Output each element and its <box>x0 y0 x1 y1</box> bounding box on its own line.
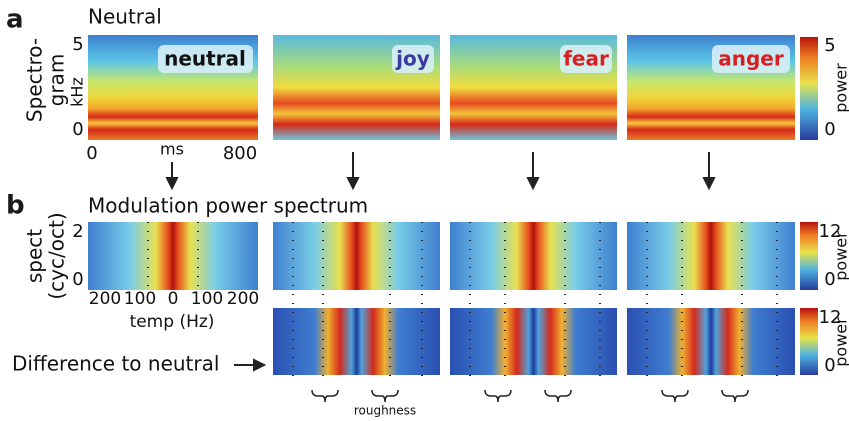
x-tick-label: 200 <box>227 289 259 309</box>
difference-arrow <box>234 360 264 370</box>
mps <box>88 222 258 290</box>
x-tick-label: 0 <box>168 289 179 309</box>
mps <box>273 222 440 290</box>
colorbar-label: power <box>832 63 849 113</box>
figure: a Neutral Spectro- gram kHz 5 0 0 ms 800… <box>0 0 849 421</box>
colorbar <box>800 222 818 290</box>
panel-letter: b <box>6 191 25 221</box>
braces <box>312 390 748 402</box>
panel-label: joy <box>395 47 430 71</box>
mps <box>627 222 795 290</box>
colorbar-tick: 5 <box>824 35 835 56</box>
x-unit: ms <box>160 140 184 159</box>
difference-label: Difference to neutral <box>12 352 219 376</box>
page: {"panel_a": {"letter": "a", "title": "Ne… <box>0 0 849 421</box>
panel-label: anger <box>718 47 784 71</box>
colorbar-label: power <box>832 231 849 281</box>
x-tick-label: 0 <box>86 143 97 164</box>
y-label: (cyc/oct) <box>45 212 69 299</box>
x-tick-label: 100 <box>191 289 223 309</box>
x-tick-label: 100 <box>124 289 156 309</box>
panel-label: neutral <box>164 47 246 71</box>
y-label: gram <box>45 54 69 107</box>
colorbar-tick: 0 <box>824 119 835 140</box>
panel-label: fear <box>563 47 609 71</box>
y-tick-label: 5 <box>72 34 83 55</box>
x-tick-label: 200 <box>89 289 121 309</box>
panel-title: Modulation power spectrum <box>88 194 368 218</box>
difference-map <box>273 308 440 375</box>
colorbar <box>800 308 818 375</box>
colorbar-label: power <box>832 317 849 367</box>
panel-letter: a <box>6 5 24 35</box>
difference-map <box>450 308 617 375</box>
y-tick-label: 0 <box>72 269 83 290</box>
y-tick-label: 2 <box>72 221 83 242</box>
annotation: roughness <box>354 404 416 418</box>
y-label: Spectro- <box>23 38 47 122</box>
panel-title: Neutral <box>88 5 162 29</box>
difference-map <box>627 308 795 375</box>
colorbar <box>800 37 818 140</box>
x-tick-label: 800 <box>223 143 257 164</box>
y-label: spect <box>23 229 47 283</box>
y-tick-label: 0 <box>72 119 83 140</box>
mps <box>450 222 617 290</box>
body: a Neutral Spectro- gram kHz 5 0 0 ms 800… <box>0 0 849 421</box>
y-unit: kHz <box>68 77 87 107</box>
x-label: temp (Hz) <box>130 312 215 332</box>
